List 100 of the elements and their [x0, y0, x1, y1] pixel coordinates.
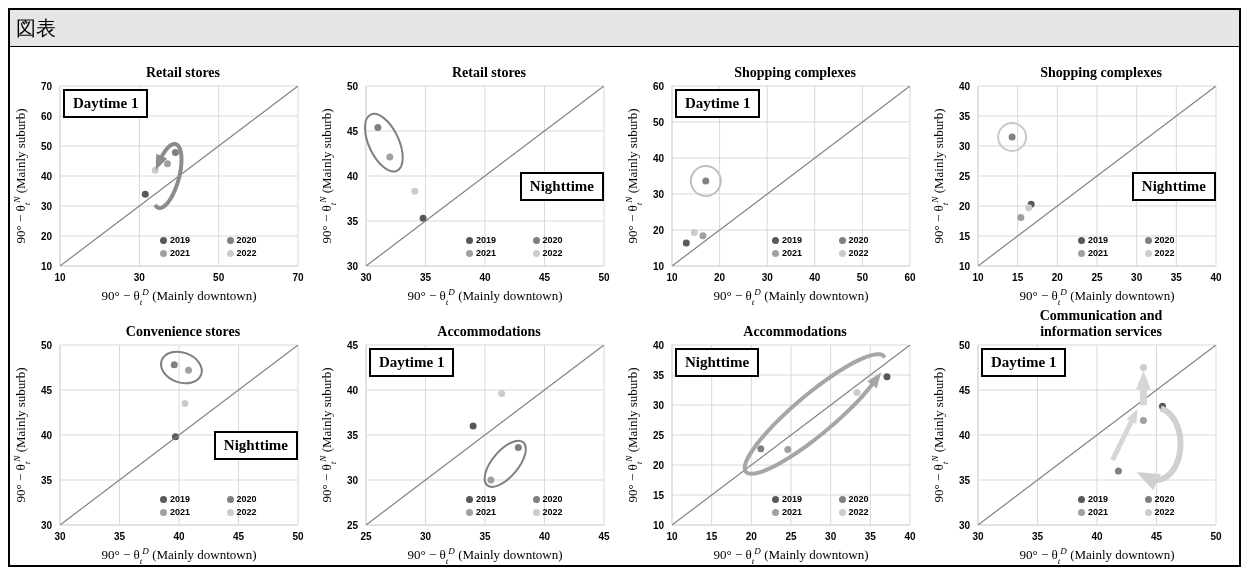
- legend-label: 2020: [1154, 235, 1175, 245]
- y-tick-label: 10: [40, 260, 53, 272]
- y-tick-label: 40: [40, 429, 53, 441]
- x-tick-label: 30: [825, 531, 837, 543]
- x-axis-title: 90° − θ$_{t}$$^{D}$ (Mainly downtown): [1019, 287, 1175, 307]
- chart-title: Retail stores: [451, 65, 527, 81]
- legend-label: 2022: [542, 507, 563, 517]
- x-axis-title: 90° − θ$_{t}$$^{D}$ (Mainly downtown): [1019, 546, 1175, 566]
- legend-label: 2021: [781, 507, 802, 517]
- x-tick-label: 45: [598, 531, 610, 543]
- y-tick-label: 10: [958, 260, 971, 272]
- x-tick-label: 50: [856, 272, 869, 284]
- y-tick-label: 40: [346, 170, 359, 182]
- annotation: Daytime 1: [63, 89, 149, 118]
- annotation: Nighttime: [519, 172, 604, 202]
- legend-label: 2019: [475, 494, 496, 504]
- x-tick-label: 35: [113, 531, 126, 543]
- y-tick-label: 40: [652, 339, 665, 351]
- y-tick-label: 60: [40, 110, 53, 122]
- x-tick-label: 15: [1012, 272, 1024, 284]
- point: [469, 422, 477, 430]
- y-tick-label: 35: [40, 474, 53, 486]
- y-tick-label: 70: [40, 80, 53, 92]
- x-tick-label: 45: [538, 272, 551, 284]
- y-tick-label: 40: [958, 429, 971, 441]
- text: 図表: [10, 10, 1239, 47]
- x-tick-label: 40: [1091, 531, 1103, 543]
- legend-label: 2021: [169, 507, 190, 517]
- y-tick-label: 10: [652, 260, 665, 272]
- point: [1114, 467, 1122, 475]
- x-tick-label: 20: [745, 531, 758, 543]
- x-tick-label: 35: [479, 531, 491, 543]
- x-tick-label: 30: [419, 531, 432, 543]
- chart-title: Convenience stores: [124, 324, 242, 340]
- x-tick-label: 30: [761, 272, 774, 284]
- legend-label: 2019: [1087, 235, 1108, 245]
- legend-label: 2020: [236, 494, 257, 504]
- point: [883, 373, 891, 381]
- point: [487, 476, 495, 484]
- legend-label: 2021: [1087, 507, 1108, 517]
- legend-label: 2021: [781, 248, 802, 258]
- legend-label: 2019: [781, 494, 802, 504]
- x-axis-title: 90° − θ$_{t}$$^{D}$ (Mainly downtown): [101, 287, 257, 307]
- legend-label: 2022: [848, 507, 869, 517]
- point: [151, 166, 159, 174]
- y-tick-label: 15: [958, 230, 971, 242]
- x-tick-label: 30: [972, 531, 984, 543]
- x-tick-label: 50: [598, 272, 610, 284]
- y-tick-label: 30: [40, 519, 53, 531]
- point: [1139, 417, 1147, 425]
- legend-label: 2019: [475, 235, 496, 245]
- x-axis-title: 90° − θ$_{t}$$^{D}$ (Mainly downtown): [407, 287, 563, 307]
- legend-label: 2020: [848, 494, 869, 504]
- chart-title: Communication and information services: [1038, 308, 1164, 340]
- annotation: Daytime 1: [369, 348, 455, 377]
- annotation: Nighttime: [213, 431, 298, 461]
- x-tick-label: 45: [232, 531, 245, 543]
- x-tick-label: 35: [864, 531, 877, 543]
- point: [498, 390, 506, 398]
- y-tick-label: 25: [346, 519, 359, 531]
- y-tick-label: 25: [652, 429, 665, 441]
- legend-label: 2019: [169, 235, 190, 245]
- point: [784, 445, 792, 453]
- x-tick-label: 35: [419, 272, 432, 284]
- point: [411, 187, 419, 195]
- x-tick-label: 30: [133, 272, 146, 284]
- x-tick-label: 50: [1210, 531, 1222, 543]
- y-tick-label: 40: [652, 152, 665, 164]
- y-tick-label: 60: [652, 80, 665, 92]
- y-tick-label: 30: [40, 200, 53, 212]
- point: [1017, 213, 1025, 221]
- y-tick-label: 45: [958, 384, 971, 396]
- x-tick-label: 25: [360, 531, 372, 543]
- x-tick-label: 40: [809, 272, 821, 284]
- legend-label: 2022: [1154, 507, 1175, 517]
- y-tick-label: 35: [346, 429, 359, 441]
- x-tick-label: 40: [173, 531, 185, 543]
- y-tick-label: 50: [40, 140, 53, 152]
- legend-label: 2022: [236, 248, 257, 258]
- legend-label: 2021: [475, 248, 496, 258]
- chart-title: Accommodations: [436, 324, 542, 340]
- y-tick-label: 50: [346, 80, 359, 92]
- y-tick-label: 30: [958, 519, 971, 531]
- x-tick-label: 30: [360, 272, 372, 284]
- x-axis-title: 90° − θ$_{t}$$^{D}$ (Mainly downtown): [713, 287, 869, 307]
- x-tick-label: 20: [1051, 272, 1064, 284]
- x-tick-label: 35: [1031, 531, 1044, 543]
- point: [141, 190, 149, 198]
- y-tick-label: 30: [652, 399, 665, 411]
- legend-label: 2022: [236, 507, 257, 517]
- x-tick-label: 40: [479, 272, 491, 284]
- legend-label: 2020: [236, 235, 257, 245]
- y-tick-label: 20: [40, 230, 53, 242]
- x-tick-label: 60: [904, 272, 916, 284]
- y-tick-label: 45: [346, 125, 359, 137]
- chart-title: Retail stores: [145, 65, 221, 81]
- y-tick-label: 25: [958, 170, 971, 182]
- y-tick-label: 50: [958, 339, 971, 351]
- point: [386, 153, 394, 161]
- legend-label: 2019: [781, 235, 802, 245]
